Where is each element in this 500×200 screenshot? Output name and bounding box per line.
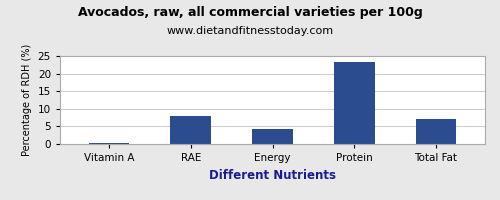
Bar — [88, 143, 130, 144]
Bar — [170, 116, 211, 144]
X-axis label: Different Nutrients: Different Nutrients — [209, 169, 336, 182]
Text: Avocados, raw, all commercial varieties per 100g: Avocados, raw, all commercial varieties … — [78, 6, 422, 19]
Text: www.dietandfitnesstoday.com: www.dietandfitnesstoday.com — [166, 26, 334, 36]
Bar — [416, 119, 457, 144]
Bar — [334, 62, 374, 144]
Y-axis label: Percentage of RDH (%): Percentage of RDH (%) — [22, 44, 32, 156]
Bar — [252, 129, 293, 144]
